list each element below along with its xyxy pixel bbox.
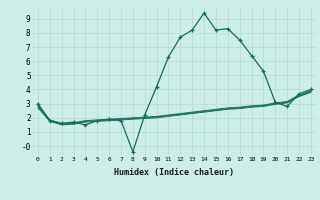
X-axis label: Humidex (Indice chaleur): Humidex (Indice chaleur) bbox=[115, 168, 234, 177]
